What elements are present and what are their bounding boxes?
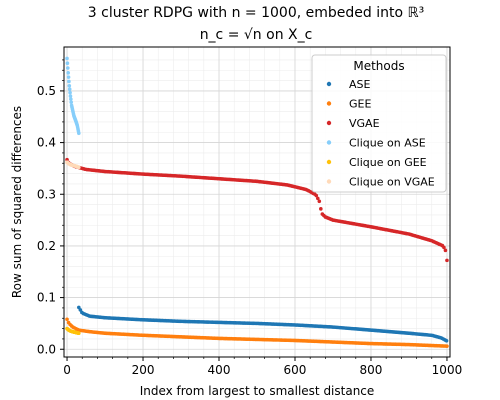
data-point	[319, 207, 323, 211]
data-point	[67, 87, 72, 91]
data-point	[65, 157, 69, 162]
x-tick-label: 200	[132, 363, 155, 377]
data-point	[69, 100, 74, 105]
data-point	[442, 245, 446, 250]
y-axis-label: Row sum of squared differences	[10, 106, 24, 298]
y-tick-label: 0.3	[37, 187, 56, 201]
data-point	[69, 97, 73, 101]
data-point	[68, 94, 73, 98]
series-gee	[65, 317, 449, 348]
data-point	[445, 344, 449, 348]
data-point	[317, 199, 322, 204]
legend-marker	[326, 179, 332, 184]
y-tick-label: 0.5	[37, 84, 56, 98]
data-point	[445, 258, 449, 263]
legend-marker	[326, 120, 332, 126]
legend-item-label: Clique on VGAE	[349, 176, 435, 189]
y-tick-label: 0.1	[37, 291, 56, 305]
data-point	[65, 61, 70, 65]
x-tick-label: 800	[360, 363, 383, 377]
legend-title: Methods	[353, 59, 404, 73]
x-tick-label: 1000	[432, 363, 463, 377]
chart-title-line1: 3 cluster RDPG with n = 1000, embeded in…	[88, 5, 424, 21]
legend-item-label: Clique on GEE	[349, 156, 427, 169]
data-point	[67, 83, 72, 88]
legend-box	[311, 54, 447, 193]
series-ase	[77, 305, 449, 343]
legend-marker	[326, 159, 332, 165]
x-tick-label: 400	[208, 363, 231, 377]
legend-item-label: ASE	[349, 78, 371, 91]
series-clique-on-gee	[65, 326, 81, 336]
x-axis-label: Index from largest to smallest distance	[140, 384, 375, 398]
legend-item-label: GEE	[349, 98, 371, 111]
y-tick-label: 0.4	[37, 136, 56, 150]
data-point	[65, 66, 70, 70]
legend-marker	[326, 140, 332, 145]
axes: 0 200 400 600 800 1000 0.0 0.1 0.2 0.3 0.4 0.5	[37, 59, 463, 377]
legend-marker	[326, 101, 332, 106]
series-vgae	[65, 157, 449, 263]
legend-item-label: VGAE	[349, 117, 380, 130]
x-tick-label: 600	[284, 363, 307, 377]
y-tick-label: 0.2	[37, 239, 56, 253]
chart-title-line2: n_c = √n on X_c	[200, 27, 313, 43]
data-marks	[65, 56, 449, 348]
data-point	[65, 56, 69, 61]
legend-item-label: Clique on ASE	[349, 137, 426, 150]
x-tick-label: 0	[63, 363, 71, 377]
data-point	[66, 75, 71, 79]
data-point	[443, 248, 448, 253]
series-clique-on-vgae	[65, 160, 81, 170]
legend-marker	[326, 81, 332, 87]
data-point	[77, 165, 81, 170]
series-clique-on-ase	[65, 56, 81, 136]
data-point	[444, 338, 449, 343]
data-point	[68, 90, 72, 95]
data-point	[315, 196, 320, 201]
data-point	[314, 193, 319, 198]
legend: Methods ASE GEE VGAE Clique on ASE Clique on …	[311, 54, 447, 193]
plot-frame	[63, 46, 451, 358]
data-point	[77, 131, 81, 136]
data-point	[77, 331, 81, 336]
chart-title: 3 cluster RDPG with n = 1000, embeded in…	[88, 5, 424, 43]
y-tick-label: 0.0	[37, 342, 56, 356]
data-point	[65, 317, 69, 322]
data-point	[67, 79, 71, 84]
data-point	[66, 71, 70, 75]
